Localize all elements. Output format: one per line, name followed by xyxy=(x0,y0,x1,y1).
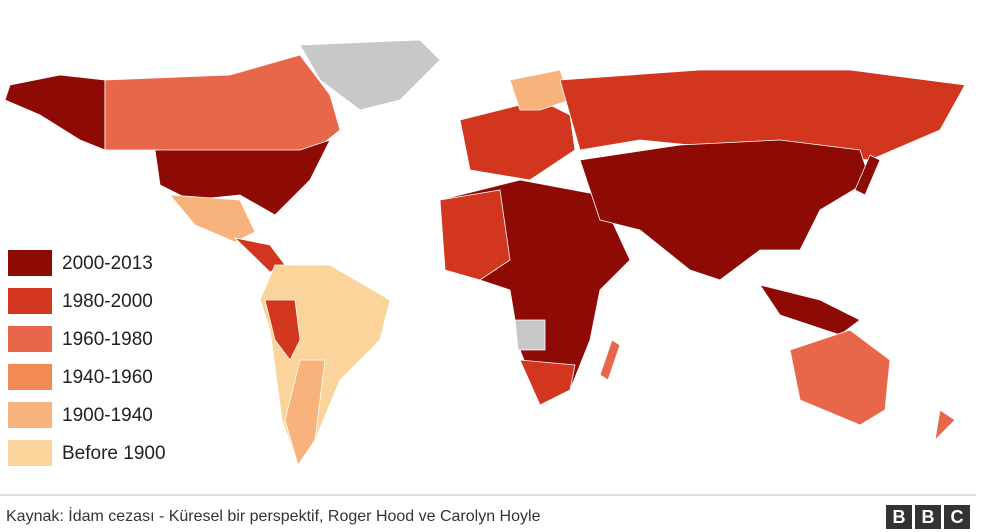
legend-label: 1960-1980 xyxy=(62,329,153,350)
legend-swatch xyxy=(8,402,52,428)
region xyxy=(104,54,341,163)
region xyxy=(509,69,571,111)
region xyxy=(4,74,106,151)
legend-label: 1980-2000 xyxy=(62,291,153,312)
legend-swatch xyxy=(8,326,52,352)
land xyxy=(4,39,966,466)
region xyxy=(284,359,326,466)
legend-label: 2000-2013 xyxy=(62,253,153,274)
region xyxy=(154,139,331,216)
region xyxy=(459,99,576,181)
legend-label: Before 1900 xyxy=(62,443,166,464)
logo-box xyxy=(915,505,941,529)
legend-label: 1900-1940 xyxy=(62,405,153,426)
region xyxy=(519,359,576,406)
region xyxy=(264,299,301,361)
legend-swatch xyxy=(8,288,52,314)
region xyxy=(579,139,871,281)
region xyxy=(599,339,621,381)
logo-box xyxy=(944,505,970,529)
logo-box xyxy=(886,505,912,529)
logo-letter: C xyxy=(951,507,964,527)
legend-swatch xyxy=(8,440,52,466)
region xyxy=(514,319,546,351)
region xyxy=(169,194,256,243)
region xyxy=(934,409,956,442)
source: Kaynak: İdam cezası - Küresel bir perspe… xyxy=(6,506,541,525)
region xyxy=(789,329,891,426)
region xyxy=(299,39,441,111)
legend: 2000-2013 1980-2000 1960-1980 1940-1960 1900… xyxy=(8,250,166,466)
logo-letter: B xyxy=(922,507,935,527)
region xyxy=(559,69,966,161)
logo-letter: B xyxy=(893,507,906,527)
legend-swatch xyxy=(8,250,52,276)
region xyxy=(259,264,391,466)
region xyxy=(759,284,861,336)
region xyxy=(854,154,881,196)
region xyxy=(439,189,511,281)
legend-label: 1940-1960 xyxy=(62,367,153,388)
legend-swatch xyxy=(8,364,52,390)
